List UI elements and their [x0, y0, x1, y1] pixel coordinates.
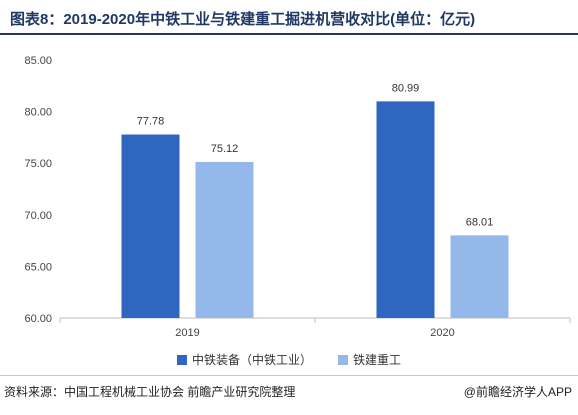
y-tick-label: 85.00 [24, 55, 52, 67]
credit-note: @前瞻经济学人APP [463, 385, 572, 399]
y-tick-label: 65.00 [24, 261, 52, 273]
y-tick-label: 70.00 [24, 210, 52, 222]
x-tick-label: 2019 [175, 327, 199, 339]
legend: 中铁装备（中铁工业） 铁建重工 [0, 351, 578, 368]
legend-item-series-1: 中铁装备（中铁工业） [176, 351, 312, 368]
y-tick-label: 60.00 [24, 313, 52, 325]
bar-2019-series-1 [121, 134, 180, 318]
data-label: 75.12 [211, 143, 239, 155]
data-label: 80.99 [392, 82, 420, 94]
footer-divider [0, 375, 578, 376]
y-tick-label: 75.00 [24, 158, 52, 170]
bar-chart: 60.00 65.00 70.00 75.00 80.00 85.00 77.78 75.12… [24, 55, 571, 339]
legend-swatch-series-1 [176, 354, 187, 365]
legend-label-series-2: 铁建重工 [353, 353, 402, 367]
chart-title: 图表8：2019-2020年中铁工业与铁建重工掘进机营收对比(单位：亿元) [10, 11, 476, 28]
bar-2019-series-2 [195, 161, 254, 318]
source-note: 资料来源：中国工程机械工业协会 前瞻产业研究院整理 [4, 385, 296, 399]
title-divider [0, 33, 578, 35]
x-tick-label: 2020 [430, 327, 454, 339]
legend-item-series-2: 铁建重工 [338, 351, 401, 368]
legend-swatch-series-2 [338, 354, 348, 365]
data-label: 77.78 [137, 116, 165, 128]
bar-2020-series-1 [376, 101, 435, 318]
legend-label-series-1: 中铁装备（中铁工业） [191, 353, 312, 367]
data-label: 68.01 [466, 216, 494, 228]
bar-2020-series-2 [450, 235, 509, 318]
y-tick-label: 80.00 [24, 107, 52, 119]
